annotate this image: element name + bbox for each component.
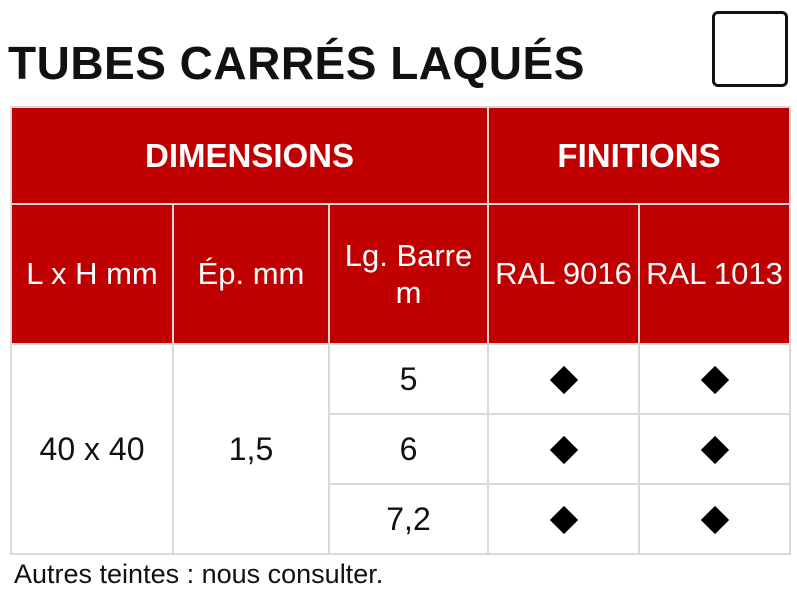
column-header-row: L x H mm Ép. mm Lg. Barre m RAL 9016 RAL… xyxy=(10,203,792,345)
dimensions-header: DIMENSIONS xyxy=(10,106,489,205)
ral9016-cell xyxy=(487,413,640,485)
bar-length-value: 6 xyxy=(328,413,489,485)
table-row: 7,2 xyxy=(11,483,792,555)
footnote: Autres teintes : nous consulter. xyxy=(14,559,384,589)
ral1013-cell xyxy=(637,343,792,415)
ral1013-cell xyxy=(637,483,792,555)
diamond-icon xyxy=(700,505,729,534)
group-header-row: DIMENSIONS FINITIONS xyxy=(10,106,792,205)
ral1013-header: RAL 1013 xyxy=(637,203,792,345)
finitions-header: FINITIONS xyxy=(486,106,792,205)
table-row: 6 xyxy=(11,413,792,485)
diamond-icon xyxy=(700,365,729,394)
diamond-icon xyxy=(549,435,578,464)
bar-length-value: 7,2 xyxy=(328,483,489,555)
ral1013-cell xyxy=(637,413,792,485)
diamond-icon xyxy=(549,505,578,534)
specification-table: DIMENSIONS FINITIONS L x H mm Ép. mm Lg.… xyxy=(10,106,792,555)
checkbox-frame xyxy=(712,11,788,87)
ral9016-cell xyxy=(487,343,640,415)
thickness-value: 1,5 xyxy=(172,343,330,555)
diamond-icon xyxy=(700,435,729,464)
lxh-header: L x H mm xyxy=(10,203,174,345)
bar-length-value: 5 xyxy=(328,343,489,415)
diamond-icon xyxy=(549,365,578,394)
table-row: 40 x 40 1,5 5 xyxy=(10,343,792,555)
ral9016-cell xyxy=(487,483,640,555)
bar-length-header: Lg. Barre m xyxy=(328,203,489,345)
ral9016-header: RAL 9016 xyxy=(487,203,640,345)
lxh-value: 40 x 40 xyxy=(10,343,174,555)
thickness-header: Ép. mm xyxy=(172,203,330,345)
page-title: TUBES CARRÉS LAQUÉS xyxy=(8,37,585,89)
